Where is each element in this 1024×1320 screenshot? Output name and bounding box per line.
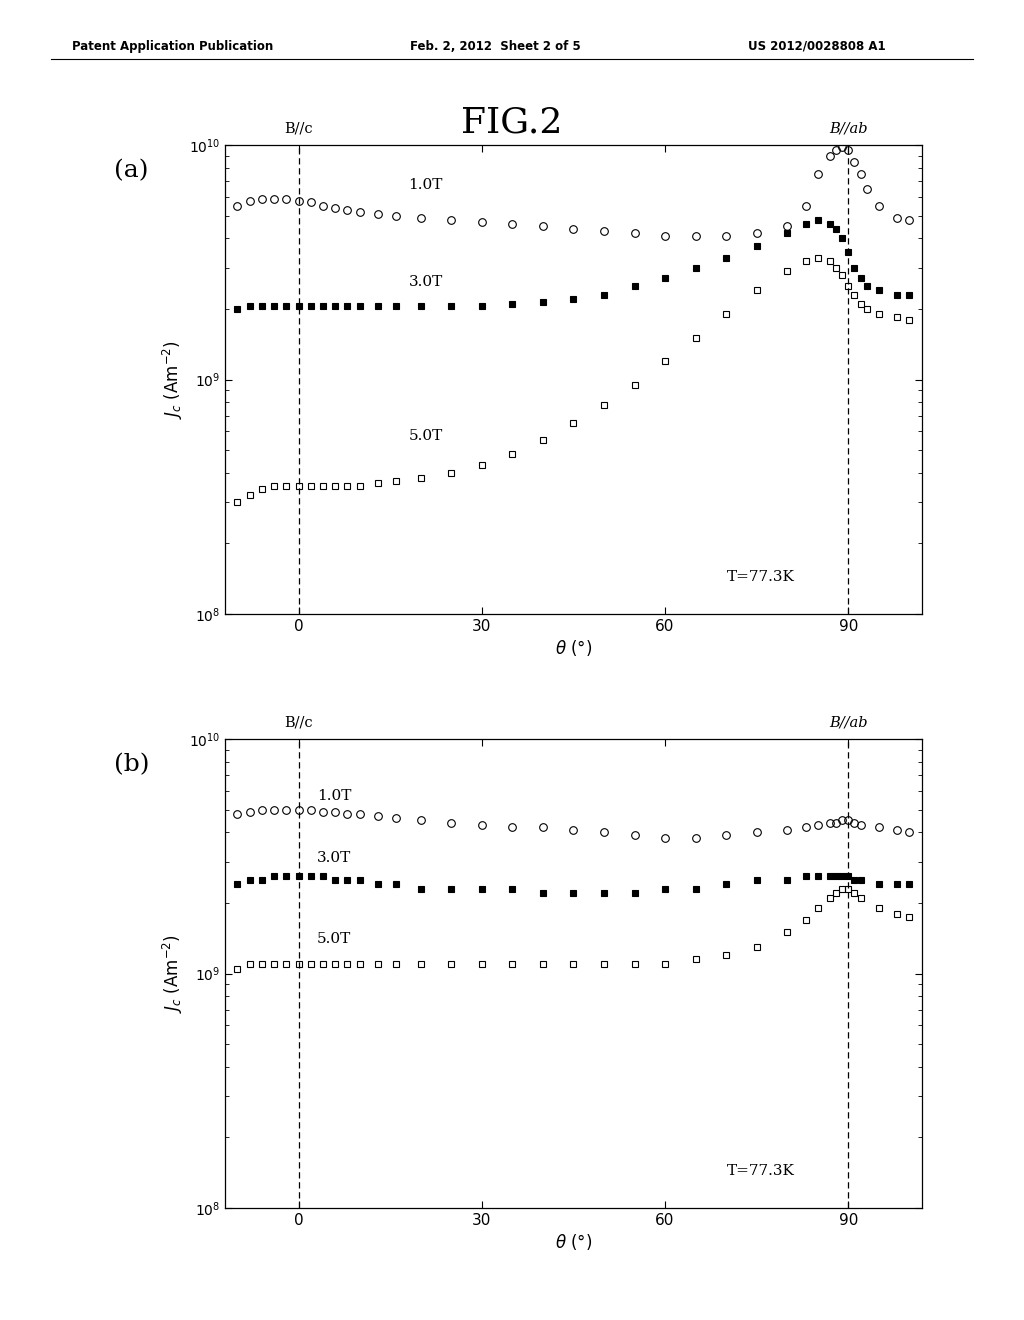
Text: B//c: B//c xyxy=(285,121,313,136)
Text: B//ab: B//ab xyxy=(829,715,867,730)
Text: (b): (b) xyxy=(114,754,150,776)
Text: B//c: B//c xyxy=(285,715,313,730)
Text: T=77.3K: T=77.3K xyxy=(727,570,795,583)
Y-axis label: $J_c$ (Am$^{-2}$): $J_c$ (Am$^{-2}$) xyxy=(161,935,184,1012)
Text: 3.0T: 3.0T xyxy=(316,850,351,865)
Text: (a): (a) xyxy=(114,160,148,182)
Text: 5.0T: 5.0T xyxy=(409,429,442,444)
Text: 3.0T: 3.0T xyxy=(409,276,442,289)
X-axis label: $\theta$ (°): $\theta$ (°) xyxy=(555,638,592,657)
Text: 1.0T: 1.0T xyxy=(316,789,351,803)
Text: T=77.3K: T=77.3K xyxy=(727,1164,795,1177)
Text: Feb. 2, 2012  Sheet 2 of 5: Feb. 2, 2012 Sheet 2 of 5 xyxy=(410,40,581,53)
Text: Patent Application Publication: Patent Application Publication xyxy=(72,40,273,53)
Y-axis label: $J_c$ (Am$^{-2}$): $J_c$ (Am$^{-2}$) xyxy=(161,341,184,418)
Text: 1.0T: 1.0T xyxy=(409,178,443,191)
Text: 5.0T: 5.0T xyxy=(316,932,351,946)
Text: FIG.2: FIG.2 xyxy=(462,106,562,140)
X-axis label: $\theta$ (°): $\theta$ (°) xyxy=(555,1232,592,1251)
Text: US 2012/0028808 A1: US 2012/0028808 A1 xyxy=(748,40,885,53)
Text: B//ab: B//ab xyxy=(829,121,867,136)
